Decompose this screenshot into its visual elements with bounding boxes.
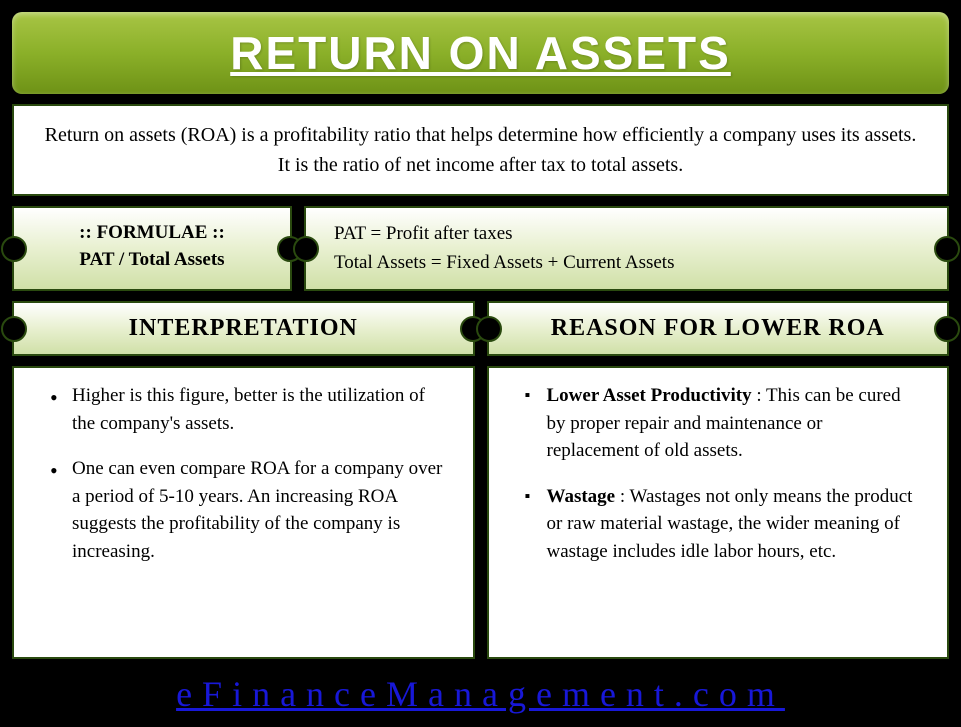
formula-definitions: PAT = Profit after taxes Total Assets = … [304,206,949,291]
section-bodies: Higher is this figure, better is the uti… [12,366,949,659]
reasons-header: REASON FOR LOWER ROA [487,301,950,356]
formula-header: :: FORMULAE :: [42,220,262,247]
item-bold: Lower Asset Productivity [547,385,752,406]
page-title: RETURN ON ASSETS [32,26,929,80]
reasons-body: Lower Asset Productivity : This can be c… [487,366,950,659]
list-item: One can even compare ROA for a company o… [50,455,445,565]
list-item: Higher is this figure, better is the uti… [50,382,445,437]
formula-def-1: PAT = Profit after taxes [334,220,919,249]
formula-row: :: FORMULAE :: PAT / Total Assets PAT = … [12,206,949,291]
interpretation-list: Higher is this figure, better is the uti… [42,382,445,565]
footer-link[interactable]: eFinanceManagement.com [12,673,949,715]
definition-box: Return on assets (ROA) is a profitabilit… [12,104,949,196]
list-item: Wastage : Wastages not only means the pr… [525,483,920,566]
formula-equation: PAT / Total Assets [42,247,262,274]
reasons-list: Lower Asset Productivity : This can be c… [517,382,920,565]
formula-def-2: Total Assets = Fixed Assets + Current As… [334,249,919,278]
definition-line-2: It is the ratio of net income after tax … [42,150,919,180]
formula-box: :: FORMULAE :: PAT / Total Assets [12,206,292,291]
section-headers: INTERPRETATION REASON FOR LOWER ROA [12,301,949,356]
interpretation-body: Higher is this figure, better is the uti… [12,366,475,659]
item-bold: Wastage [547,486,616,507]
title-banner: RETURN ON ASSETS [12,12,949,94]
definition-line-1: Return on assets (ROA) is a profitabilit… [42,120,919,150]
interpretation-header: INTERPRETATION [12,301,475,356]
list-item: Lower Asset Productivity : This can be c… [525,382,920,465]
